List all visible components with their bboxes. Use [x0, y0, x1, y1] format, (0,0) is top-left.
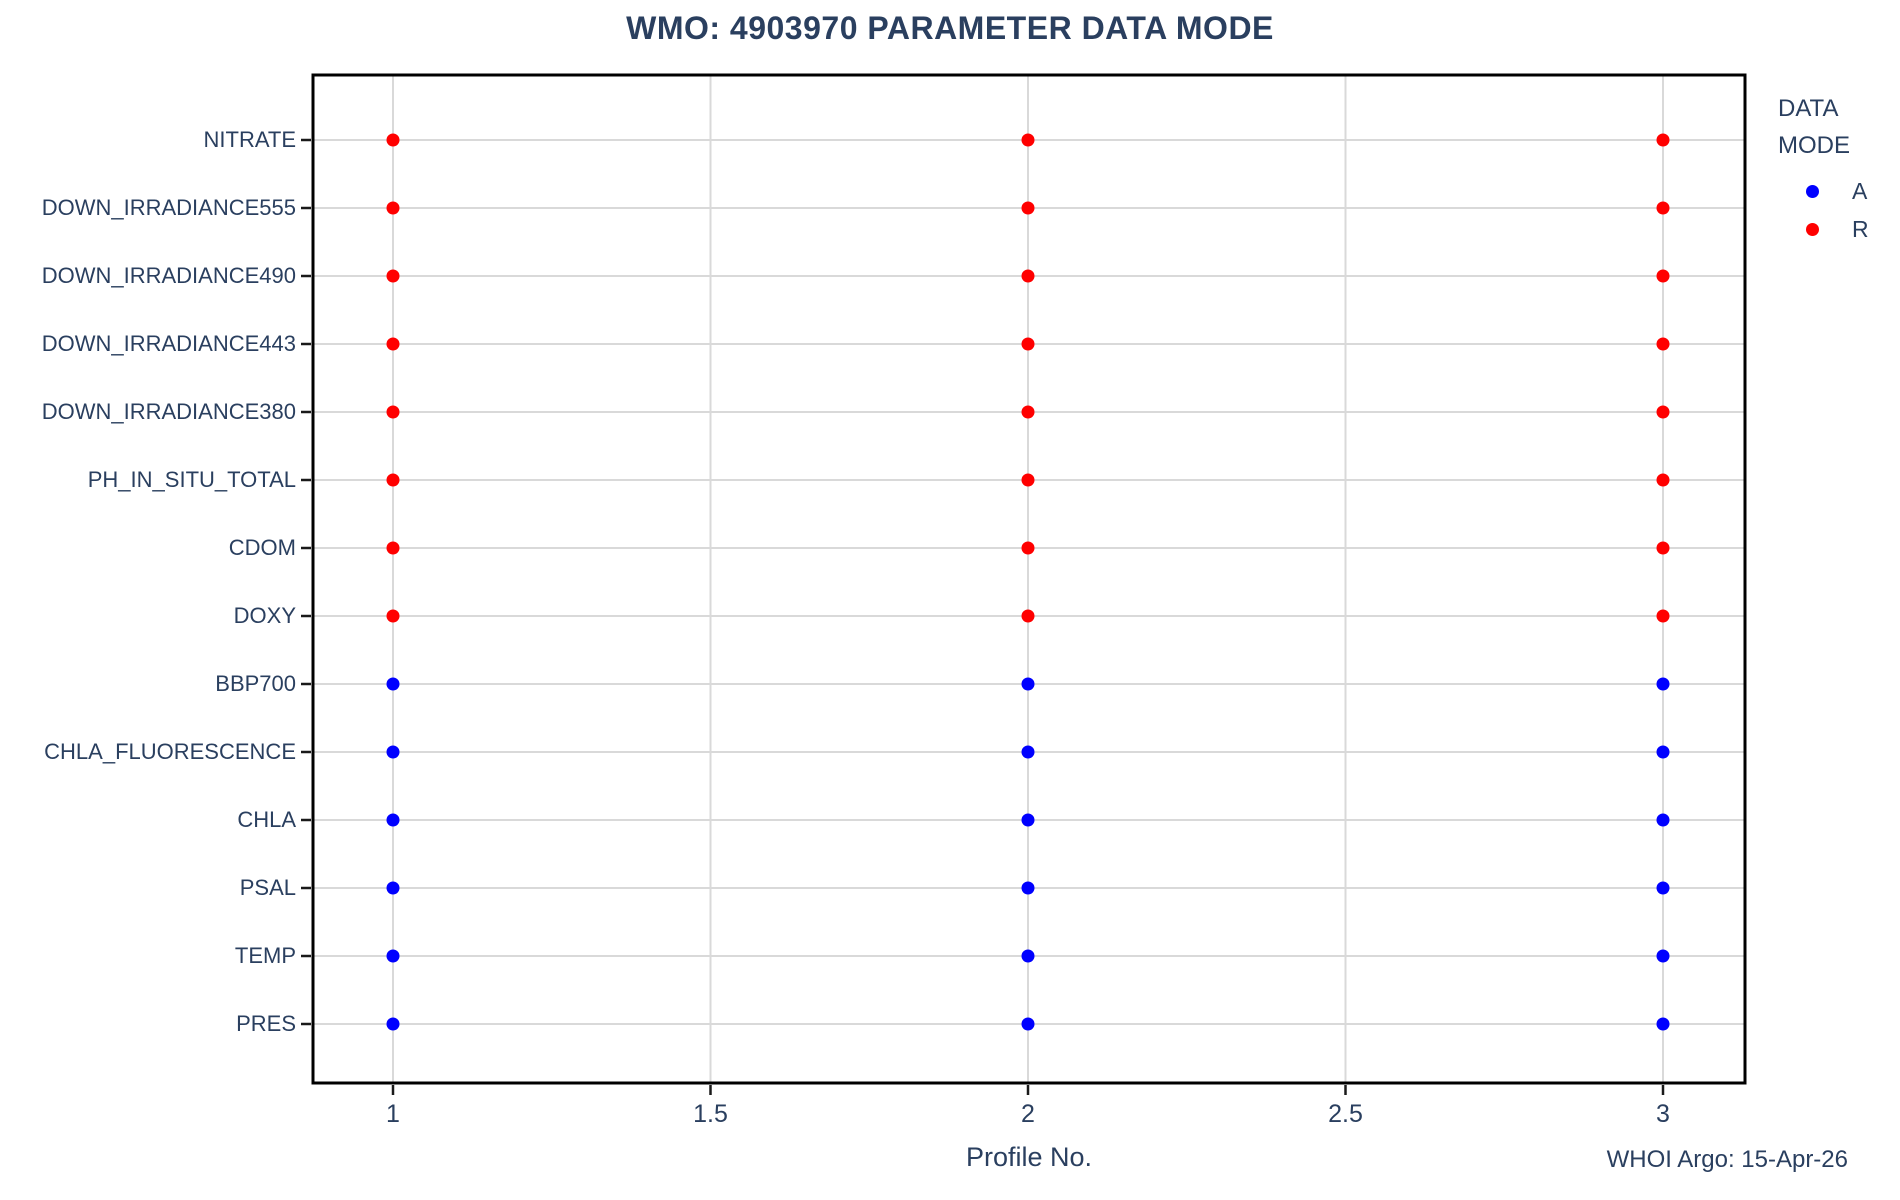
y-axis-label: DOWN_IRRADIANCE490 — [41, 263, 296, 288]
data-point-bbp700-profile-2 — [1021, 677, 1035, 691]
data-point-down_irradiance490-profile-3 — [1656, 269, 1670, 283]
data-point-ph_in_situ_total-profile-2 — [1021, 473, 1035, 487]
y-axis-label: CHLA — [237, 807, 296, 832]
legend-items: A R — [1778, 172, 1869, 248]
data-point-pres-profile-3 — [1656, 1017, 1670, 1031]
x-tick-label: 1 — [386, 1100, 400, 1128]
data-point-chla-profile-3 — [1656, 813, 1670, 827]
data-point-bbp700-profile-1 — [386, 677, 400, 691]
plot-border — [311, 73, 1747, 1085]
data-point-down_irradiance380-profile-3 — [1656, 405, 1670, 419]
data-point-doxy-profile-2 — [1021, 609, 1035, 623]
x-tick-label: 3 — [1656, 1100, 1670, 1128]
data-point-down_irradiance443-profile-3 — [1656, 337, 1670, 351]
legend-item-r-label: R — [1852, 215, 1869, 242]
data-point-pres-profile-1 — [386, 1017, 400, 1031]
x-axis-title: Profile No. — [965, 1142, 1093, 1172]
y-axis-label: DOWN_IRRADIANCE555 — [41, 195, 296, 220]
x-tick-label: 1.5 — [693, 1100, 728, 1128]
legend-item-r: R — [1778, 210, 1869, 248]
y-axis-label: NITRATE — [203, 127, 296, 152]
legend-title: DATA MODE — [1778, 90, 1869, 164]
data-point-down_irradiance490-profile-2 — [1021, 269, 1035, 283]
data-point-psal-profile-3 — [1656, 881, 1670, 895]
data-point-down_irradiance443-profile-1 — [386, 337, 400, 351]
data-point-cdom-profile-1 — [386, 541, 400, 555]
data-point-chla_fluorescence-profile-1 — [386, 745, 400, 759]
data-point-chla-profile-2 — [1021, 813, 1035, 827]
legend-item-a-label: A — [1852, 177, 1868, 204]
legend-dot-a-icon — [1806, 184, 1819, 198]
y-axis-label: DOWN_IRRADIANCE380 — [41, 399, 296, 424]
y-axis-label: BBP700 — [215, 671, 296, 696]
data-point-chla_fluorescence-profile-3 — [1656, 745, 1670, 759]
x-tick-label: 2 — [1021, 1100, 1035, 1128]
y-axis-label: PRES — [236, 1011, 296, 1036]
footer-credit: WHOI Argo: 15-Apr-26 — [1606, 1146, 1848, 1173]
chart-title: WMO: 4903970 PARAMETER DATA MODE — [626, 10, 1274, 46]
data-point-doxy-profile-3 — [1656, 609, 1670, 623]
legend-dot-r-icon — [1806, 222, 1819, 236]
y-axis-label: PSAL — [239, 875, 296, 900]
data-point-doxy-profile-1 — [386, 609, 400, 623]
data-point-nitrate-profile-3 — [1656, 133, 1670, 147]
data-point-down_irradiance380-profile-1 — [386, 405, 400, 419]
data-point-temp-profile-1 — [386, 949, 400, 963]
data-point-down_irradiance555-profile-3 — [1656, 201, 1670, 215]
data-point-down_irradiance380-profile-2 — [1021, 405, 1035, 419]
data-point-pres-profile-2 — [1021, 1017, 1035, 1031]
data-point-nitrate-profile-1 — [386, 133, 400, 147]
data-point-down_irradiance555-profile-1 — [386, 201, 400, 215]
legend-title-line-1: DATA — [1778, 95, 1839, 122]
y-axis-label: CHLA_FLUORESCENCE — [44, 739, 296, 764]
y-axis-label: CDOM — [228, 535, 296, 560]
data-point-cdom-profile-3 — [1656, 541, 1670, 555]
data-point-down_irradiance443-profile-2 — [1021, 337, 1035, 351]
y-axis-label: DOWN_IRRADIANCE443 — [41, 331, 296, 356]
data-point-cdom-profile-2 — [1021, 541, 1035, 555]
data-point-down_irradiance490-profile-1 — [386, 269, 400, 283]
data-point-bbp700-profile-3 — [1656, 677, 1670, 691]
legend: DATA MODE A R — [1778, 90, 1869, 248]
y-axis-label: TEMP — [234, 943, 296, 968]
legend-title-line-2: MODE — [1778, 132, 1850, 159]
data-point-temp-profile-2 — [1021, 949, 1035, 963]
legend-item-a: A — [1778, 172, 1869, 210]
data-point-temp-profile-3 — [1656, 949, 1670, 963]
data-point-nitrate-profile-2 — [1021, 133, 1035, 147]
data-point-ph_in_situ_total-profile-3 — [1656, 473, 1670, 487]
x-tick-label: 2.5 — [1328, 1100, 1363, 1128]
y-axis-label: DOXY — [233, 603, 296, 628]
data-point-ph_in_situ_total-profile-1 — [386, 473, 400, 487]
data-point-chla-profile-1 — [386, 813, 400, 827]
data-point-psal-profile-1 — [386, 881, 400, 895]
data-point-chla_fluorescence-profile-2 — [1021, 745, 1035, 759]
y-axis-label: PH_IN_SITU_TOTAL — [87, 467, 296, 492]
data-point-down_irradiance555-profile-2 — [1021, 201, 1035, 215]
data-point-psal-profile-2 — [1021, 881, 1035, 895]
